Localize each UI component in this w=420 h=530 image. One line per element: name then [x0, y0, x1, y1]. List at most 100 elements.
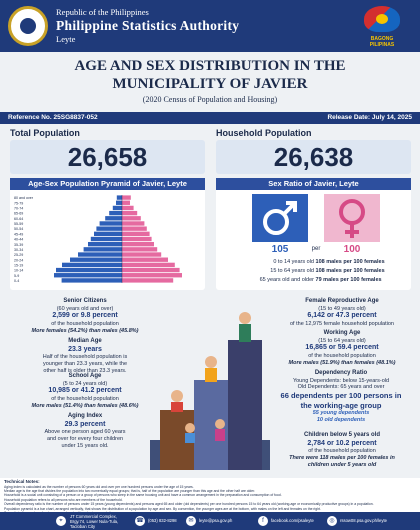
email-icon: ✉ — [186, 516, 196, 526]
dependency-ratio-block: Dependency Ratio Young Dependents: below… — [280, 370, 402, 423]
age-tick-label: 25-29 — [14, 253, 23, 257]
bagong-pilipinas-icon — [364, 6, 400, 32]
female-symbol-icon — [339, 199, 365, 238]
page-title-line1: AGE AND SEX DISTRIBUTION IN THE — [74, 58, 346, 74]
female-bar — [122, 236, 152, 242]
sex-ratio-panel: Sex Ratio of Javier, Leyte 105 per 100 0… — [216, 178, 411, 290]
male-bar — [109, 210, 122, 216]
facebook-icon: f — [258, 516, 268, 526]
male-bar — [112, 205, 122, 211]
republic-text: Republic of the Philippines — [56, 7, 149, 17]
address: JT Commercial Complex, Brgy.74, Lower Nul… — [70, 514, 119, 529]
age-tick-label: 35-39 — [14, 243, 23, 247]
age-tick-label: 5-9 — [14, 274, 19, 278]
phone-number[interactable]: (053) 832-8298 — [148, 518, 177, 523]
note-line: Overall dependency ratio is the number o… — [4, 502, 374, 507]
technical-notes: Technical Notes: Aging index is calculat… — [4, 479, 416, 515]
sex-ratio-table: 0 to 14 years old 108 males per 100 fema… — [246, 258, 396, 285]
female-bar — [122, 262, 175, 268]
location-icon: ⌖ — [56, 516, 66, 526]
age-tick-label: 45-49 — [14, 232, 23, 236]
male-bar — [99, 221, 122, 226]
male-bar — [94, 231, 122, 237]
email-link[interactable]: leyte@psa.gov.ph — [199, 518, 233, 523]
population-pyramid-chart: 0-45-910-14 15-1920-2425-2930-3435-3940-4… — [14, 195, 182, 283]
age-tick-label: 55-59 — [14, 222, 23, 226]
median-age-block: Median Age 23.3 years Half of the househ… — [42, 338, 128, 374]
female-bar — [122, 257, 168, 262]
pyramid-title: Age-Sex Population Pyramid of Javier, Le… — [10, 178, 205, 190]
age-tick-label: 10-14 — [14, 269, 23, 273]
male-bar — [62, 262, 122, 268]
release-date: Release Date: July 14, 2025 — [327, 114, 412, 121]
household-population-value: 26,638 — [273, 142, 354, 172]
school-age-block: School Age (5 to 24 years old) 10,985 or… — [31, 373, 139, 409]
working-age-block: Working Age (15 to 64 years old) 16,865 … — [288, 330, 396, 366]
sex-ratio-row: 0 to 14 years old 108 males per 100 fema… — [273, 259, 385, 265]
note-line: Household is a social unit consisting of… — [4, 493, 282, 498]
age-tick-label: 15-19 — [14, 263, 23, 267]
age-tick-label: 70-74 — [14, 207, 23, 211]
age-tick-label: 80 and over — [14, 196, 34, 200]
male-bar — [88, 241, 122, 247]
total-population-box: 26,658 — [10, 140, 205, 174]
age-tick-label: 0-4 — [14, 279, 19, 283]
age-tick-label: 40-44 — [14, 238, 23, 242]
age-tick-label: 65-69 — [14, 212, 23, 216]
aging-index-block: Aging Index 29.3 percent Above one perso… — [44, 413, 126, 449]
female-reproductive-age-block: Female Reproductive Age (15 to 49 years … — [290, 298, 394, 328]
sex-ratio-row: 65 years old and older 79 males per 100 … — [259, 277, 382, 283]
note-line: Household population refers to all perso… — [4, 497, 123, 502]
female-bar — [122, 195, 131, 200]
male-bar — [116, 200, 122, 205]
female-bar — [122, 247, 158, 252]
age-tick-label: 20-24 — [14, 258, 23, 262]
male-bar — [105, 216, 122, 221]
female-bar — [122, 200, 130, 205]
website-link[interactable]: rssow08.psa.gov.ph/leyte — [340, 518, 387, 523]
female-symbol-box — [324, 194, 380, 242]
reference-bar: Reference No. 25SG8837-052 Release Date:… — [0, 112, 420, 124]
age-tick-label: 60-64 — [14, 217, 23, 221]
header-bar: Republic of the Philippines Philippine S… — [0, 0, 420, 52]
female-bar — [122, 273, 182, 278]
household-population-box: 26,638 — [216, 140, 411, 174]
sex-ratio-row: 15 to 64 years old 108 males per 100 fem… — [270, 268, 385, 274]
household-population-label: Household Population — [216, 128, 312, 138]
female-bar — [122, 267, 180, 273]
reference-number: Reference No. 25SG8837-052 — [8, 114, 98, 121]
sex-ratio-male-value: 105 — [271, 244, 289, 255]
male-bar — [70, 257, 122, 262]
page-subtitle: (2020 Census of Population and Housing) — [142, 95, 278, 104]
age-tick-label: 30-34 — [14, 248, 23, 252]
website-icon: ◎ — [327, 516, 337, 526]
female-bar — [122, 210, 138, 216]
male-bar — [61, 278, 122, 283]
note-line: Median age is the age that divides the p… — [4, 489, 256, 494]
contact-bar: ⌖ JT Commercial Complex, Brgy.74, Lower N… — [0, 512, 420, 530]
male-symbol-box — [252, 194, 308, 242]
sex-ratio-title: Sex Ratio of Javier, Leyte — [216, 178, 411, 190]
male-bar — [54, 273, 122, 278]
female-bar — [122, 205, 134, 211]
male-bar — [96, 226, 122, 231]
facebook-link[interactable]: facebook.com/psaleyte — [271, 518, 314, 523]
male-bar — [56, 267, 122, 273]
senior-citizens-block: Senior Citizens (60 years old and over) … — [31, 298, 139, 334]
psa-seal-icon — [8, 6, 48, 46]
sex-ratio-per: per — [311, 246, 321, 252]
total-population-value: 26,658 — [67, 142, 148, 172]
male-bar — [83, 247, 122, 252]
bagong-pilipinas-logo: BAGONG PILIPINAS — [358, 4, 406, 48]
age-tick-label: 50-54 — [14, 227, 23, 231]
female-bar — [122, 221, 145, 226]
phone-icon: ☎ — [135, 516, 145, 526]
pyramid-panel: Age-Sex Population Pyramid of Javier, Le… — [10, 178, 205, 290]
female-bar — [122, 252, 162, 257]
male-bar — [116, 195, 122, 200]
age-tick-label: 75-79 — [14, 201, 23, 205]
note-line: Population pyramid is a bar chart, arran… — [4, 506, 321, 511]
sex-ratio-female-base: 100 — [343, 244, 361, 255]
female-bar — [122, 226, 147, 231]
page-title-line2: MUNICIPALITY OF JAVIER — [112, 76, 308, 92]
